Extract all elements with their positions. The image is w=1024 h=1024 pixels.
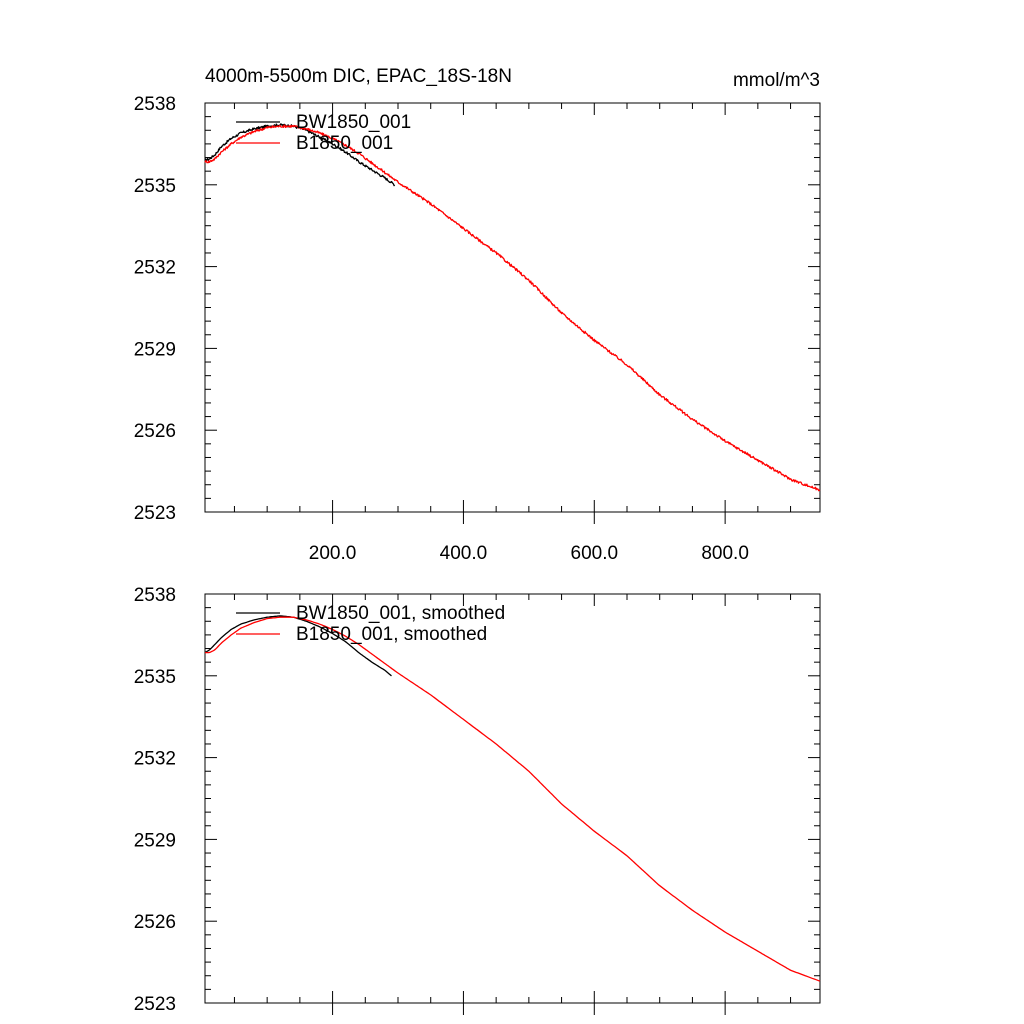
y-tick-label: 2535	[134, 667, 176, 688]
y-tick-label: 2523	[134, 994, 176, 1015]
series-line-b1850-001-smoothed	[205, 616, 821, 982]
y-tick-label: 2523	[134, 503, 176, 524]
x-tick-label: 800.0	[701, 543, 749, 564]
y-tick-label: 2526	[134, 421, 176, 442]
x-tick-label: 600.0	[571, 543, 619, 564]
y-tick-label: 2529	[134, 830, 176, 851]
legend-label: B1850_001, smoothed	[296, 624, 487, 645]
legend-label: BW1850_001	[296, 112, 411, 133]
y-tick-label: 2532	[134, 749, 176, 770]
figure-title: 4000m-5500m DIC, EPAC_18S-18N	[205, 66, 512, 87]
y-tick-label: 2526	[134, 912, 176, 933]
y-tick-label: 2538	[134, 94, 176, 115]
panel-top: 2523 2526 2529 2532 2535 2538 200.0 400.0 600.0 8…	[134, 94, 821, 564]
legend-label: BW1850_001, smoothed	[296, 603, 505, 624]
legend-label: B1850_001	[296, 133, 393, 154]
x-tick-label: 200.0	[309, 543, 357, 564]
units-label: mmol/m^3	[733, 70, 820, 91]
plot-frame	[204, 593, 821, 1004]
panel-bottom: 2523 2526 2529 2532 2535 2538 BW1850_001, smoo…	[134, 585, 821, 1015]
series-line-b1850-001	[204, 124, 821, 492]
y-tick-label: 2538	[134, 585, 176, 606]
y-tick-label: 2532	[134, 258, 176, 279]
y-tick-label: 2529	[134, 339, 176, 360]
y-tick-label: 2535	[134, 176, 176, 197]
x-tick-label: 400.0	[440, 543, 488, 564]
plot-frame	[204, 102, 821, 513]
